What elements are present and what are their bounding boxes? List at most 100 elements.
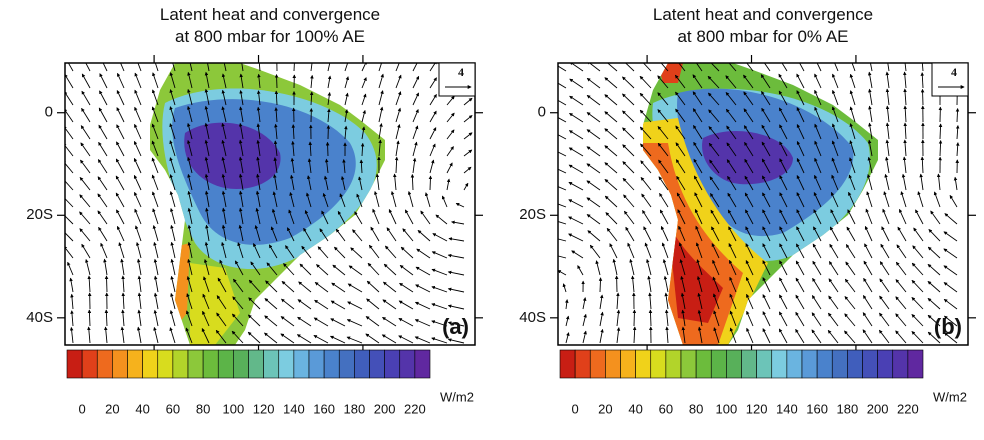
colorbar-box [711, 350, 726, 378]
wind-arrow [797, 58, 804, 71]
panel: 020S40S90W60W30W4(b) [519, 55, 976, 365]
wind-arrow [153, 90, 158, 105]
wind-arrow [314, 318, 328, 326]
wind-arrow [587, 147, 600, 156]
wind-arrow [71, 328, 73, 343]
colorbar-label: 200 [374, 401, 396, 416]
wind-arrow [587, 198, 600, 207]
wind-arrow [887, 89, 889, 105]
wind-arrow [137, 243, 141, 258]
wind-arrow [587, 181, 600, 190]
wind-arrow [385, 246, 396, 258]
wind-arrow [416, 267, 430, 275]
wind-arrow [641, 177, 651, 190]
wind-arrow [116, 176, 124, 190]
wind-arrow [914, 228, 923, 241]
colorbar-box [893, 350, 908, 378]
wind-arrow [464, 150, 472, 156]
wind-arrow [940, 141, 941, 156]
wind-arrow [957, 126, 958, 139]
wind-arrow [912, 280, 923, 292]
wind-arrow [829, 262, 838, 275]
wind-arrow [649, 276, 651, 292]
wind-arrow [634, 327, 635, 343]
wind-arrow [642, 194, 651, 207]
wind-arrow [139, 276, 141, 292]
wind-arrow [850, 74, 855, 88]
wind-arrow [81, 143, 90, 156]
wind-arrow [928, 298, 940, 309]
wind-arrow [912, 314, 923, 326]
wind-arrow [905, 123, 906, 139]
colorbar-box [279, 350, 294, 378]
wind-arrow [828, 313, 838, 326]
wind-arrow [552, 237, 566, 241]
colorbar-box [82, 350, 97, 378]
wind-arrow [863, 313, 872, 326]
wind-arrow [763, 295, 770, 309]
wind-arrow [105, 327, 107, 343]
wind-arrow [298, 317, 311, 326]
wind-arrow [82, 244, 90, 258]
wind-arrow [62, 213, 73, 224]
wind-arrow [299, 282, 311, 292]
wind-arrow [622, 111, 634, 122]
wind-arrow [282, 281, 294, 292]
colorbar-box [772, 350, 787, 378]
wind-arrow [558, 270, 566, 275]
wind-arrow [747, 328, 753, 343]
colorbar-label: 40 [628, 401, 642, 416]
wind-arrow [117, 108, 124, 122]
wind-arrow [331, 319, 345, 326]
wind-arrow [552, 149, 566, 156]
wind-arrow [371, 227, 379, 241]
wind-arrow [847, 227, 855, 241]
wind-arrow [62, 178, 73, 190]
wind-arrow [384, 264, 396, 275]
wind-arrow [896, 262, 906, 275]
wind-arrow [298, 300, 311, 309]
colorbar-box [309, 350, 324, 378]
wind-arrow [661, 226, 668, 241]
wind-arrow [82, 108, 90, 122]
wind-arrow [265, 316, 277, 326]
wind-arrow [605, 95, 617, 105]
colorbar-box [666, 350, 681, 378]
wind-arrow [447, 113, 454, 122]
wind-arrow [336, 229, 345, 241]
wind-arrow [421, 211, 430, 224]
wind-arrow [379, 107, 382, 122]
wind-arrow [403, 229, 413, 241]
colorbar-box [158, 350, 173, 378]
wind-arrow [99, 125, 107, 139]
wind-arrow [554, 255, 566, 258]
wind-arrow [887, 106, 889, 122]
wind-arrow [905, 140, 906, 156]
wind-arrow [552, 63, 566, 71]
wind-arrow [830, 244, 838, 258]
wind-arrow [417, 249, 430, 258]
wind-arrow [399, 318, 413, 326]
wind-arrow [569, 217, 583, 224]
wind-arrow [590, 245, 600, 258]
wind-arrow [80, 229, 90, 241]
wind-arrow [869, 106, 872, 122]
wind-arrow [899, 209, 906, 224]
wind-arrow [883, 209, 889, 224]
colorbar-label: 0 [572, 401, 579, 416]
wind-arrow [315, 282, 328, 292]
wind-arrow [134, 158, 141, 173]
wind-arrow [345, 60, 349, 71]
wind-arrow [605, 78, 617, 88]
wind-arrow [172, 259, 175, 275]
wind-arrow [430, 111, 436, 122]
wind-arrow [72, 294, 73, 309]
wind-arrow [134, 175, 141, 190]
wind-arrow [331, 301, 345, 309]
wind-arrow [882, 227, 889, 241]
wind-arrow [815, 58, 821, 71]
wind-arrow [660, 210, 668, 224]
colorbar-label: 140 [776, 401, 798, 416]
wind-arrow [412, 175, 413, 190]
wind-arrow [62, 195, 73, 207]
